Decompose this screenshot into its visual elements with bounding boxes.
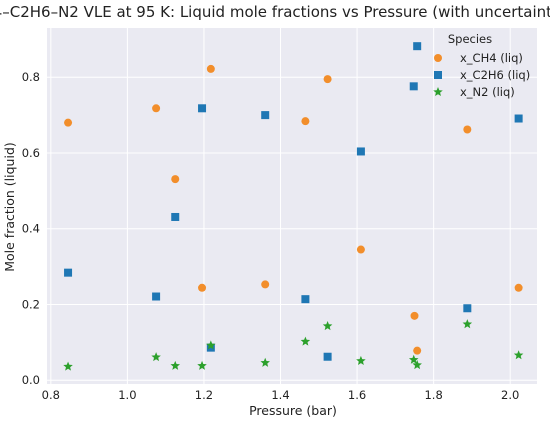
legend: Species x_CH4 (liq) x_C2H6 (liq) x_N2 (liq) bbox=[433, 32, 530, 99]
y-tick-label: 0.6 bbox=[22, 146, 40, 160]
data-point bbox=[409, 82, 418, 91]
plot-area bbox=[47, 28, 537, 384]
legend-marker bbox=[434, 71, 442, 79]
legend-label: x_C2H6 (liq) bbox=[460, 68, 530, 82]
data-point bbox=[514, 283, 523, 292]
data-point bbox=[152, 104, 161, 113]
data-point bbox=[171, 175, 180, 184]
data-point bbox=[323, 75, 332, 84]
data-point bbox=[206, 340, 216, 350]
y-tick-label: 0.2 bbox=[22, 297, 40, 311]
data-point bbox=[197, 360, 207, 370]
data-point bbox=[300, 336, 311, 346]
data-point bbox=[413, 346, 422, 355]
y-tick-label: 0.4 bbox=[22, 222, 40, 236]
series-star bbox=[63, 319, 524, 371]
data-point bbox=[151, 352, 161, 362]
data-point bbox=[198, 283, 207, 292]
y-axis-label: Mole fraction (liquid) bbox=[2, 142, 17, 272]
x-tick-label: 0.8 bbox=[42, 388, 60, 402]
data-point bbox=[64, 268, 73, 277]
data-point bbox=[323, 352, 332, 361]
chart-title: CH4–C2H6–N2 VLE at 95 K: Liquid mole fra… bbox=[0, 3, 550, 21]
data-point bbox=[356, 355, 366, 365]
data-point bbox=[301, 117, 310, 126]
data-point bbox=[261, 111, 270, 120]
data-point bbox=[261, 280, 270, 289]
data-point bbox=[152, 292, 161, 301]
data-point bbox=[171, 212, 180, 221]
x-tick-label: 1.8 bbox=[424, 388, 442, 402]
legend-label: x_N2 (liq) bbox=[460, 85, 515, 99]
x-tick-label: 1.2 bbox=[195, 388, 213, 402]
y-tick-label: 0.0 bbox=[22, 373, 40, 387]
y-tick-label: 0.8 bbox=[22, 70, 40, 84]
series-circle bbox=[64, 64, 523, 355]
data-point bbox=[64, 118, 73, 127]
data-point bbox=[514, 114, 523, 123]
x-axis-label: Pressure (bar) bbox=[249, 403, 337, 418]
legend-title: Species bbox=[448, 32, 492, 46]
data-point bbox=[322, 321, 333, 331]
data-point bbox=[356, 245, 365, 254]
data-point bbox=[170, 360, 180, 370]
grid bbox=[47, 28, 537, 384]
data-point bbox=[513, 350, 524, 360]
y-axis-ticks: 0.0 0.2 0.4 0.6 0.8 bbox=[22, 70, 40, 387]
data-point bbox=[198, 104, 207, 113]
data-point bbox=[462, 319, 473, 329]
data-point bbox=[408, 354, 419, 364]
legend-marker bbox=[433, 87, 443, 97]
x-tick-label: 2.0 bbox=[501, 388, 519, 402]
x-tick-label: 1.6 bbox=[348, 388, 366, 402]
data-point bbox=[463, 125, 472, 134]
data-point bbox=[260, 357, 270, 367]
series-square bbox=[64, 42, 523, 361]
legend-label: x_CH4 (liq) bbox=[460, 51, 523, 65]
data-point bbox=[356, 147, 365, 156]
data-point bbox=[463, 304, 472, 313]
data-point bbox=[63, 361, 73, 371]
data-point bbox=[206, 64, 215, 73]
data-point bbox=[412, 360, 422, 370]
x-tick-label: 1.4 bbox=[271, 388, 289, 402]
data-point bbox=[206, 343, 215, 352]
legend-marker bbox=[434, 54, 442, 62]
data-points bbox=[63, 42, 524, 371]
data-point bbox=[301, 295, 310, 304]
data-point bbox=[413, 42, 422, 51]
data-point bbox=[410, 311, 419, 320]
x-axis-ticks: 0.8 1.0 1.2 1.4 1.6 1.8 2.0 bbox=[42, 388, 520, 402]
x-tick-label: 1.0 bbox=[118, 388, 136, 402]
